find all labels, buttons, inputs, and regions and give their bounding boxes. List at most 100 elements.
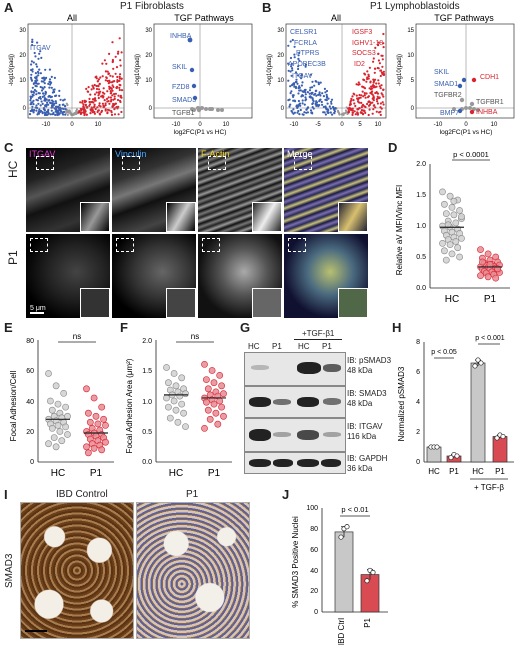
bar-point-3 (500, 433, 506, 440)
panel-b-gene-inhba: INHBA (476, 109, 498, 116)
volcano-point (191, 83, 197, 89)
volcano-point (36, 79, 39, 82)
volcano-point (39, 110, 42, 113)
bar-point-2 (478, 360, 484, 366)
panel-a-gene-fzd8: FZD8 (172, 84, 190, 91)
data-point-hc (180, 409, 187, 417)
volcano-point (313, 84, 316, 87)
panel-b-title: P1 Lymphoblastoids (370, 1, 460, 12)
panel-f-ytick-1: 0.5 (142, 429, 152, 436)
volcano-point (357, 97, 360, 101)
volcano-point (38, 92, 41, 95)
volcano-point (296, 74, 300, 77)
volcano-point (41, 111, 44, 114)
volcano-point (118, 79, 121, 82)
volcano-point (38, 52, 41, 55)
volcano-point (361, 85, 364, 88)
volcano-point (108, 87, 111, 90)
panel-g-lane-4: P1 (322, 342, 332, 351)
volcano-point (459, 97, 465, 103)
data-point-hc (439, 240, 446, 247)
panel-j-ytick-5: 100 (306, 505, 318, 512)
volcano-point (97, 84, 100, 87)
volcano-point (113, 80, 116, 83)
volcano-point (103, 105, 106, 108)
volcano-point (115, 66, 119, 69)
volcano-point (372, 60, 375, 63)
volcano-point (111, 60, 114, 64)
volcano-point (118, 75, 121, 78)
data-point-hc (182, 390, 189, 398)
panel-b-left-ytick-1: 10 (277, 78, 284, 84)
panel-b-right-xtick-2: 10 (491, 122, 498, 128)
volcano-point (36, 41, 39, 44)
volcano-point (112, 85, 115, 89)
volcano-point (32, 61, 35, 64)
volcano-point (377, 41, 380, 44)
histology-p1 (136, 502, 250, 639)
volcano-point (112, 98, 115, 101)
volcano-point (50, 109, 53, 112)
panel-b-gene-bmp7: BMP7 (440, 110, 459, 117)
data-point-hc (176, 392, 184, 400)
volcano-point (94, 99, 97, 102)
panel-f-ytick-3: 1.5 (142, 368, 152, 375)
volcano-point (452, 107, 456, 111)
volcano-point (196, 107, 202, 113)
volcano-point (374, 46, 377, 50)
volcano-point (35, 85, 38, 88)
volcano-point (97, 94, 100, 97)
volcano-point (297, 109, 300, 113)
data-point-hc (62, 423, 69, 431)
panel-b-gene-igsf3: IGSF3 (352, 29, 372, 36)
data-point-p1 (86, 418, 94, 426)
volcano-point (306, 111, 309, 114)
volcano-point (64, 113, 67, 116)
panel-h-treatment: + TGF-β (474, 483, 504, 492)
volcano-point (98, 83, 101, 86)
panel-d-xcat-p1: P1 (484, 294, 497, 305)
volcano-point (105, 76, 108, 79)
volcano-point (120, 77, 123, 80)
panel-j-xcat-1: IBD Ctrl (337, 618, 346, 645)
volcano-point (95, 84, 98, 88)
data-point-p1 (479, 258, 486, 266)
volcano-point (110, 113, 114, 116)
volcano-point (48, 68, 52, 71)
volcano-point (65, 111, 68, 114)
data-point-p1 (206, 415, 214, 423)
volcano-point (84, 103, 87, 106)
panel-label-j: J (282, 487, 290, 502)
panel-h-pvalue-left: p < 0.05 (431, 349, 457, 356)
volcano-point (330, 98, 334, 101)
volcano-point (90, 101, 93, 104)
volcano-point (57, 109, 61, 112)
panel-label-c: C (4, 140, 14, 155)
data-point-p1 (98, 403, 106, 411)
volcano-point (469, 101, 475, 107)
volcano-point (38, 108, 41, 111)
volcano-point (311, 86, 314, 89)
volcano-point (293, 45, 296, 48)
volcano-point (289, 92, 292, 95)
volcano-point (373, 71, 376, 74)
data-point-p1 (85, 409, 92, 417)
panel-d-ytick-2: 1.0 (416, 223, 426, 230)
panel-b-volcano-tgf: TGF Pathways -log10(padj) SKIL SMAD1 TGF… (397, 13, 515, 136)
volcano-point (296, 111, 299, 114)
volcano-point (372, 78, 375, 81)
volcano-point (322, 111, 325, 114)
volcano-point (291, 38, 294, 42)
volcano-point (303, 111, 306, 114)
volcano-point (109, 96, 112, 99)
volcano-point (91, 111, 94, 114)
volcano-point (45, 76, 48, 79)
volcano-point (95, 91, 98, 94)
panel-b-gene-cdh1: CDH1 (480, 74, 499, 81)
volcano-point (354, 113, 357, 116)
volcano-point (31, 68, 34, 71)
bar-0 (334, 531, 354, 613)
volcano-point (40, 100, 43, 103)
volcano-point (30, 79, 34, 82)
volcano-point (82, 108, 85, 111)
